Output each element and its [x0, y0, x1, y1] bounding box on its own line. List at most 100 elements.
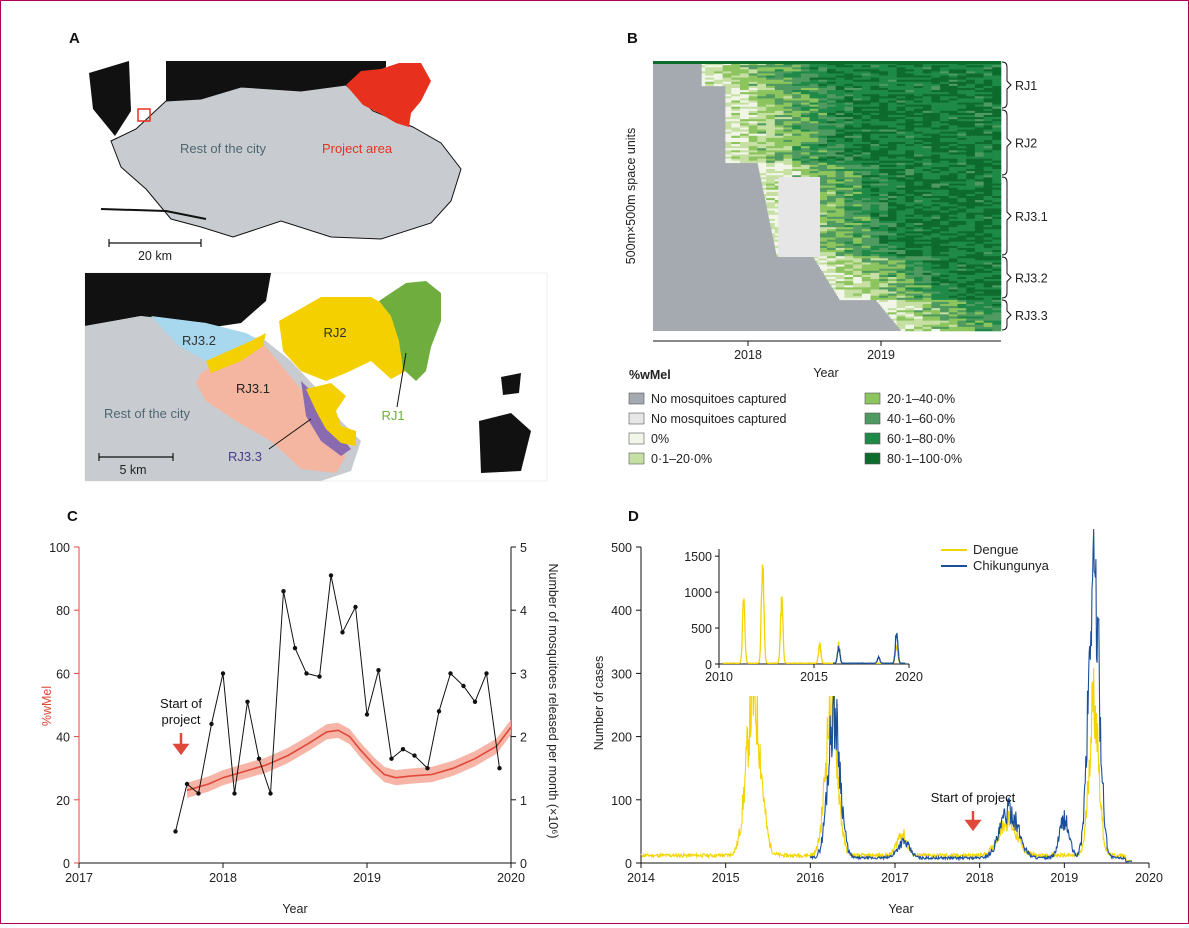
heatmap-cell — [957, 283, 967, 286]
heatmap-cell — [992, 320, 1002, 323]
heatmap-cell — [948, 196, 958, 199]
legend-swatch — [628, 452, 645, 465]
heatmap-cell — [931, 285, 941, 288]
heatmap-cell — [983, 183, 993, 186]
heatmap-cell — [861, 166, 871, 170]
heatmap-cell — [931, 301, 941, 305]
heatmap-cell — [940, 283, 950, 286]
heatmap-cell — [914, 127, 923, 130]
heatmap-cell — [818, 90, 828, 93]
heatmap-cell — [844, 85, 854, 89]
heatmap-cell — [748, 115, 758, 118]
heatmap-cell — [922, 239, 932, 242]
heatmap-cell — [827, 148, 836, 151]
heatmap-cell — [809, 65, 819, 68]
heatmap-cell — [861, 200, 871, 203]
heatmap-cell — [870, 281, 880, 284]
heatmap-cell — [931, 144, 941, 147]
heatmap-cell — [940, 65, 950, 68]
heatmap-cell — [992, 137, 1002, 141]
heatmap-cell — [940, 233, 950, 236]
heatmap-cell — [818, 94, 828, 97]
heatmap-cell — [887, 239, 897, 242]
heatmap-cell — [800, 127, 810, 130]
heatmap-cell — [922, 274, 932, 278]
heatmap-cell — [983, 104, 993, 107]
heatmap-cell — [966, 324, 976, 328]
heatmap-cell — [914, 117, 923, 120]
heatmap-cell — [861, 139, 871, 143]
heatmap-cell — [844, 272, 854, 276]
heatmap-cell — [861, 169, 871, 172]
heatmap-cell — [966, 152, 976, 155]
heatmap-cell — [922, 291, 932, 294]
heatmap-cell — [957, 166, 967, 170]
heatmap-cell — [940, 123, 950, 126]
heatmap-cell — [818, 196, 828, 199]
heatmap-cell — [922, 283, 932, 286]
heatmap-cell — [800, 123, 810, 126]
heatmap-cell — [931, 254, 941, 257]
heatmap-cell — [922, 154, 932, 157]
heatmap-cell — [887, 135, 897, 139]
heatmap-cell — [983, 237, 993, 240]
heatmap-row — [725, 156, 1002, 159]
heatmap-cell — [931, 237, 941, 240]
heatmap-cell — [879, 139, 889, 143]
heatmap-cell — [957, 196, 967, 199]
heatmap-cell — [827, 206, 836, 209]
heatmap-cell — [974, 250, 984, 253]
heatmap-cell — [792, 65, 802, 68]
heatmap-cell — [766, 166, 776, 170]
heatmap-cell — [957, 320, 967, 323]
heatmap-row — [725, 96, 1002, 99]
heatmap-cell — [853, 231, 863, 234]
heatmap-cell — [957, 291, 967, 294]
heatmap-cell — [861, 150, 871, 153]
heatmap-cell — [835, 119, 845, 122]
heatmap-cell — [792, 112, 802, 116]
heatmap-cell — [879, 177, 889, 180]
heatmap-cell — [966, 310, 976, 313]
heatmap-cell — [731, 112, 741, 116]
heatmap-cell — [887, 198, 897, 201]
heatmap-cell — [922, 125, 932, 128]
heatmap-cell — [931, 133, 941, 137]
heatmap-cell — [766, 193, 776, 197]
heatmap-cell — [861, 148, 871, 151]
heatmap-cell — [974, 148, 984, 151]
heatmap-cell — [827, 125, 836, 128]
heatmap-cell — [931, 206, 941, 209]
c-annotation-line2: project — [161, 712, 200, 727]
heatmap-cell — [844, 131, 854, 134]
heatmap-cell — [844, 225, 854, 228]
heatmap-cell — [974, 90, 984, 93]
heatmap-row — [835, 291, 1002, 294]
heatmap-cell — [896, 169, 906, 172]
heatmap-cell — [835, 272, 845, 276]
heatmap-cell — [853, 193, 863, 197]
heatmap-cell — [870, 156, 880, 159]
heatmap-cell — [905, 156, 915, 159]
heatmap-cell — [887, 133, 897, 137]
heatmap-cell — [853, 260, 863, 263]
heatmap-cell — [731, 121, 741, 124]
heatmap-cell — [764, 193, 767, 197]
heatmap-cell — [766, 67, 776, 70]
heatmap-cell — [748, 110, 758, 114]
heatmap-cell — [914, 326, 923, 330]
heatmap-cell — [966, 216, 976, 220]
heatmap-cell — [887, 173, 897, 176]
heatmap-cell — [879, 164, 889, 168]
heatmap-cell — [940, 322, 950, 326]
heatmap-cell — [992, 100, 1002, 103]
heatmap-cell — [931, 318, 941, 321]
heatmap-cell — [948, 102, 958, 105]
heatmap-cell — [879, 81, 889, 85]
heatmap-cell — [800, 75, 810, 78]
heatmap-cell — [835, 148, 845, 151]
heatmap-cell — [896, 162, 906, 166]
heatmap-cell — [966, 98, 976, 101]
heatmap-cell — [774, 117, 784, 120]
heatmap-cell — [992, 135, 1002, 139]
